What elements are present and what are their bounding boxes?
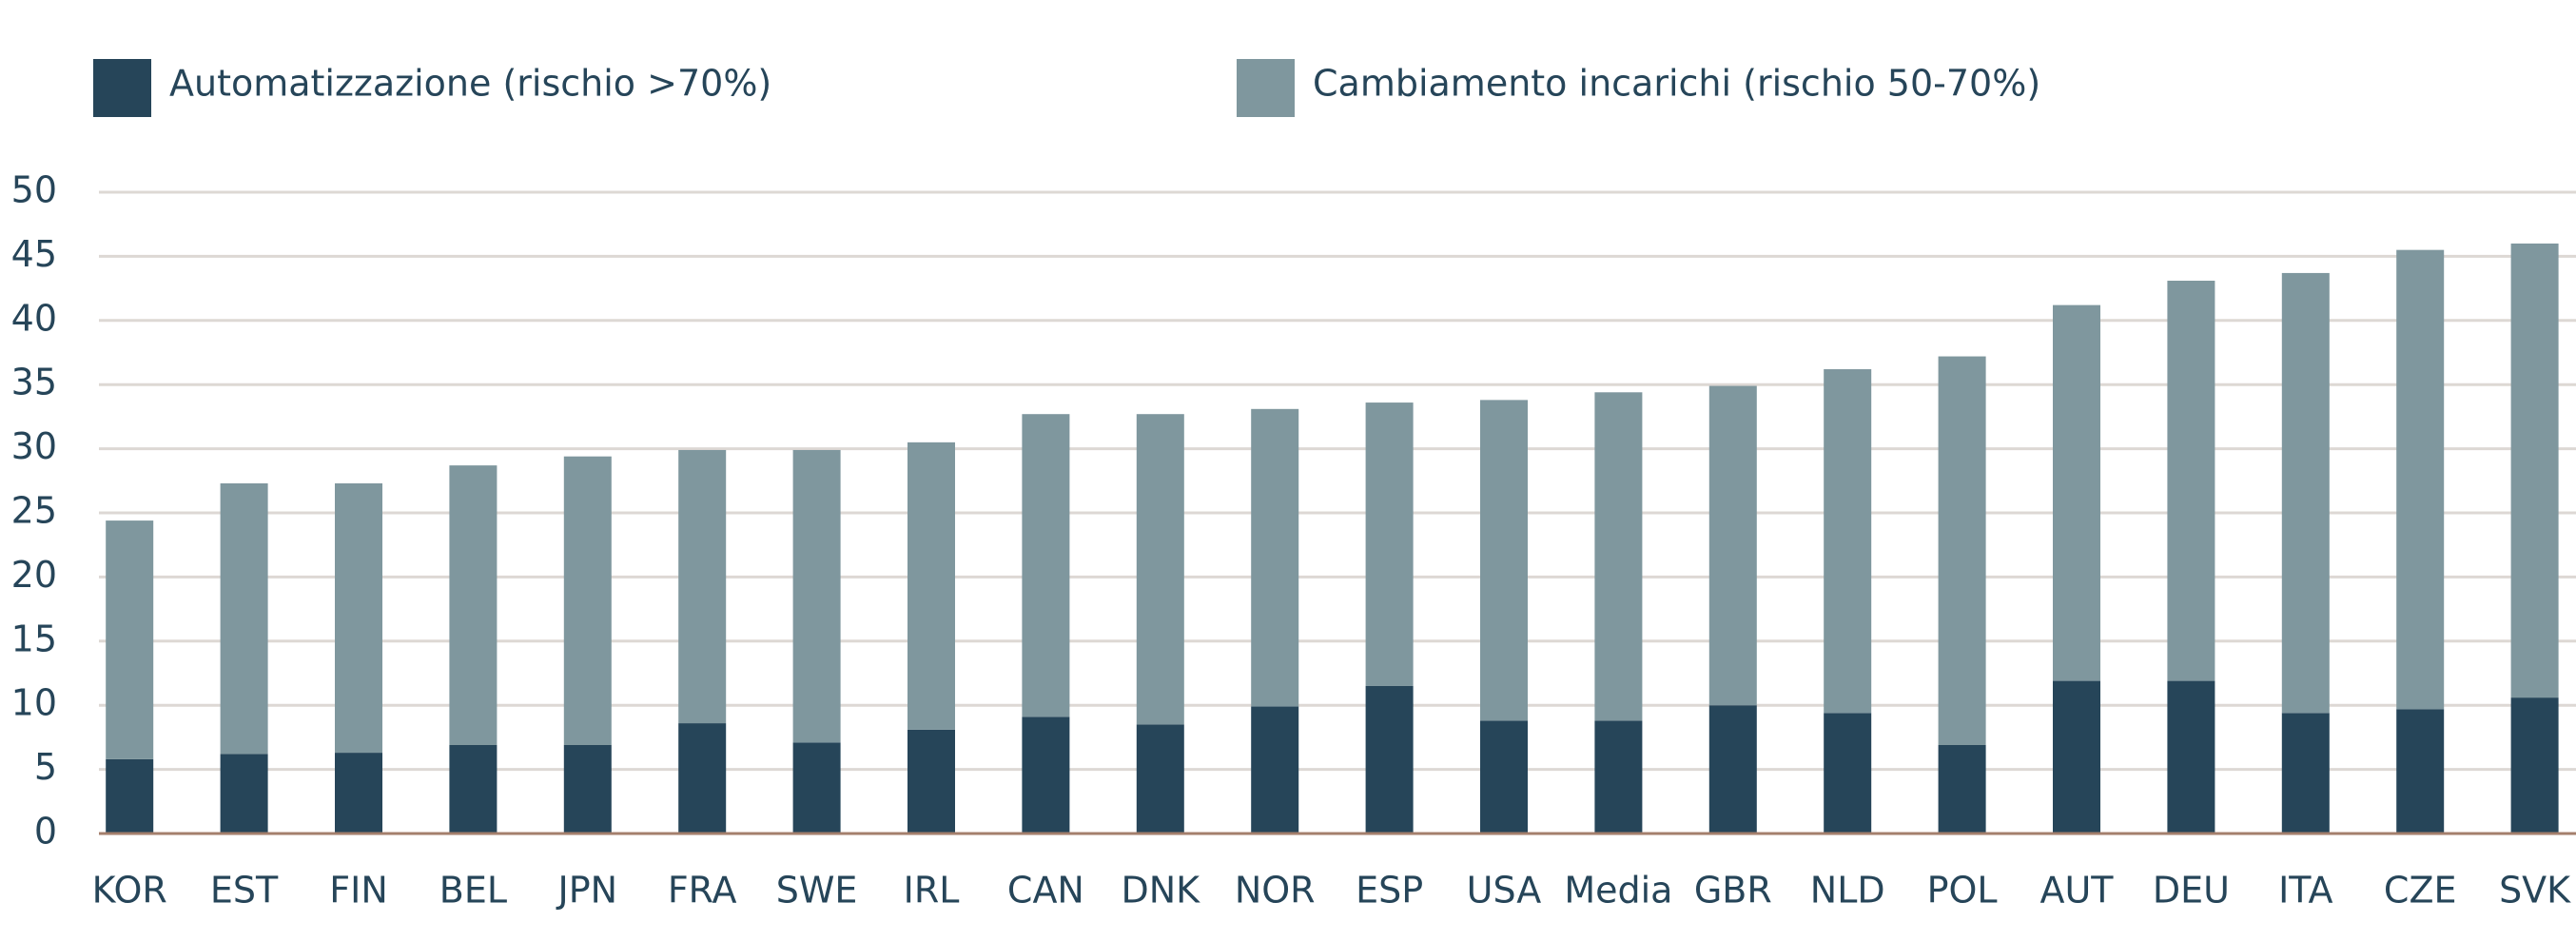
legend-label: Automatizzazione (rischio >70%) [169,63,771,105]
bar-segment [1594,392,1643,721]
bar-segment [1938,744,1986,834]
y-tick-label: 20 [11,554,57,596]
x-tick-label: AUT [2039,870,2114,912]
x-tick-label: EST [210,870,279,912]
bar-segment [907,442,955,730]
x-tick-label: DEU [2153,870,2230,912]
bar-segment [1824,369,1872,714]
bar-segment [1480,400,1528,721]
y-tick-label: 35 [11,362,57,403]
bar-segment [2396,249,2445,710]
y-tick-label: 15 [11,618,57,659]
bar-segment [563,456,612,745]
x-tick-label: GBR [1694,870,1772,912]
x-tick-label: ITA [2278,870,2332,912]
bar-segment [220,482,268,755]
x-tick-label: ESP [1356,870,1423,912]
bar-segment [1480,720,1528,834]
legend-label: Cambiamento incarichi (rischio 50-70%) [1313,63,2040,105]
y-tick-label: 30 [11,425,57,467]
bar-segment [106,520,154,759]
bar-segment [1251,706,1299,834]
y-tick-label: 0 [34,811,57,853]
x-tick-label: IRL [904,870,960,912]
x-tick-label: NOR [1235,870,1316,912]
bar-segment [1136,724,1184,834]
bar-segment [1594,720,1643,834]
x-tick-label: FRA [668,870,737,912]
bar-segment [563,744,612,834]
bar-segment [2510,243,2559,698]
bar-segment [2167,680,2215,834]
bar-segment [335,753,382,834]
x-tick-label: KOR [92,870,167,912]
x-tick-label: SVK [2499,870,2571,912]
y-tick-label: 5 [34,746,57,788]
y-tick-label: 45 [11,233,57,275]
legend-swatch [93,59,151,117]
bar-segment [1022,414,1070,717]
bar-segment [907,729,955,834]
bar-segment [2053,680,2100,834]
x-tick-label: Media [1564,870,1672,912]
bar-segment [1824,713,1872,834]
bar-segment [106,758,154,834]
x-tick-label: SWE [776,870,858,912]
x-tick-label: FIN [329,870,388,912]
x-tick-label: NLD [1810,870,1885,912]
bar-segment [2167,281,2215,681]
x-tick-label: CZE [2384,870,2457,912]
bar-segment [2281,272,2330,714]
y-tick-label: 50 [11,169,57,211]
bar-segment [1938,356,1986,745]
bar-segment [2281,713,2330,834]
bar-segment [335,482,382,754]
bar-segment [449,465,498,745]
bar-segment [449,744,498,834]
bar-segment [678,449,727,724]
x-tick-label: USA [1467,870,1542,912]
bar-segment [1708,385,1757,706]
bar-segment [1251,408,1299,707]
bar-segment [2396,709,2445,834]
bar-segment [2053,304,2100,681]
x-tick-label: DNK [1121,870,1200,912]
bar-segment [1365,685,1414,834]
bar-segment [678,723,727,834]
bar-segment [2510,697,2559,834]
y-tick-label: 25 [11,490,57,532]
bar-segment [1708,705,1757,834]
bar-segment [1022,716,1070,834]
x-tick-label: POL [1927,870,1998,912]
bar-segment [792,449,841,743]
bar-segment [1365,402,1414,686]
x-tick-label: JPN [556,870,618,912]
bar-segment [1136,414,1184,725]
legend-swatch [1237,59,1295,117]
y-tick-label: 10 [11,682,57,724]
bar-segment [792,742,841,834]
bar-segment [220,754,268,834]
x-tick-label: CAN [1007,870,1084,912]
y-tick-label: 40 [11,297,57,339]
x-tick-label: BEL [439,870,507,912]
